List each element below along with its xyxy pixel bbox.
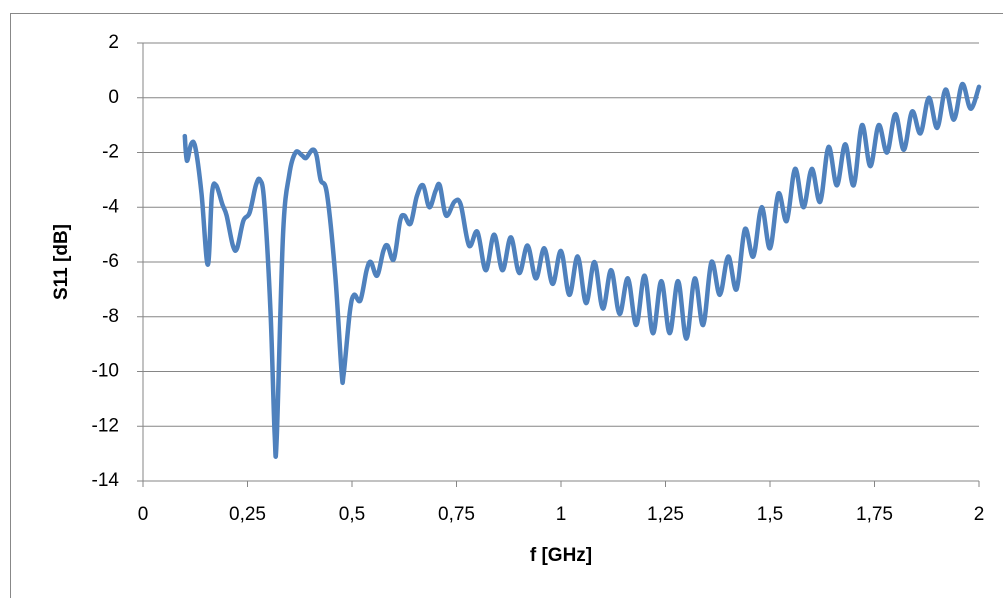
x-tick-label: 1,5: [757, 504, 783, 525]
y-tick-label: -4: [102, 196, 119, 217]
x-tick-label: 2: [974, 504, 985, 525]
y-tick-label: -2: [102, 142, 119, 163]
x-tick-label: 0,75: [438, 504, 475, 525]
y-tick-label: 0: [108, 87, 119, 108]
y-tick-label: -6: [102, 251, 119, 272]
x-tick-label: 0: [138, 504, 149, 525]
x-tick-label: 1: [556, 504, 567, 525]
x-tick-label: 0,5: [339, 504, 365, 525]
y-tick-label: -8: [102, 306, 119, 327]
x-tick-label: 0,25: [229, 504, 266, 525]
y-axis-title: S11 [dB]: [51, 224, 72, 300]
x-tick-label: 1,25: [647, 504, 684, 525]
x-axis-title: f [GHz]: [530, 545, 592, 566]
y-tick-label: 2: [108, 32, 119, 53]
x-tick-label: 1,75: [856, 504, 893, 525]
y-tick-label: -12: [92, 415, 119, 436]
y-tick-label: -10: [92, 361, 119, 382]
y-tick-label: -14: [92, 470, 120, 491]
